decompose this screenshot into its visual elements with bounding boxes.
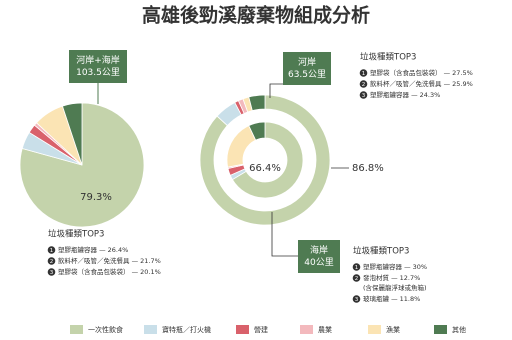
rank-number: 2 — [355, 276, 359, 282]
rank-badge — [352, 295, 361, 303]
legend-swatch — [236, 325, 249, 334]
top3-title: 垃圾種類TOP3 — [360, 52, 416, 63]
top3-item: 飲料杯／吸管／免洗餐具 — 21.7% — [58, 256, 161, 265]
rank-badge — [359, 91, 368, 99]
legend-label: 營建 — [254, 325, 268, 334]
callout-text: 103.5公里 — [76, 67, 120, 78]
rank-badge — [352, 263, 361, 271]
rank-number: 2 — [50, 259, 54, 265]
top3-title: 垃圾種類TOP3 — [48, 229, 104, 240]
top3-item: 塑膠瓶罐容器 — 24.3% — [370, 90, 440, 99]
rank-number: 3 — [362, 93, 366, 99]
rank-number: 1 — [355, 265, 359, 271]
value-label: 86.8% — [352, 163, 384, 174]
legend-swatch — [300, 325, 313, 334]
callout-text: 河岸+海岸 — [76, 54, 120, 66]
top3-note: (含保麗龍浮球或魚箱) — [363, 283, 427, 292]
callout-box — [69, 50, 127, 83]
slice — [231, 121, 304, 199]
slice — [199, 94, 331, 226]
rank-badge — [47, 268, 56, 276]
top3-title: 垃圾種類TOP3 — [353, 246, 409, 257]
legend-swatch — [368, 325, 381, 334]
legend-label: 漁業 — [386, 325, 400, 334]
legend-label: 其他 — [452, 325, 466, 334]
rank-number: 3 — [355, 297, 359, 303]
callout-text: 河岸 — [298, 56, 316, 68]
value-label: 66.4% — [249, 163, 281, 174]
rank-badge — [352, 274, 361, 282]
callout-line — [269, 83, 283, 98]
slice — [61, 102, 83, 166]
callout-line — [271, 212, 298, 257]
rank-badge — [47, 257, 56, 265]
rank-number: 3 — [50, 270, 54, 276]
legend-swatch — [434, 325, 447, 334]
rank-badge — [359, 69, 368, 77]
rank-number: 1 — [362, 71, 366, 77]
legend-label: 一次性飲食 — [88, 325, 123, 334]
legend-swatch — [70, 325, 83, 334]
value-label: 79.3% — [80, 192, 112, 203]
legend-swatch — [144, 325, 157, 334]
callout-text: 63.5公里 — [288, 69, 326, 80]
callout-box — [298, 240, 340, 273]
top3-item: 塑膠袋（含食品包裝袋） — 27.5% — [370, 68, 473, 77]
rank-badge — [359, 80, 368, 88]
legend-label: 寶特瓶／打火機 — [162, 325, 211, 334]
callout-text: 40公里 — [304, 257, 333, 268]
top3-item: 塑膠袋（含食品包裝袋） — 20.1% — [58, 267, 161, 276]
top3-item: 飲料杯／吸管／免洗餐具 — 25.9% — [370, 79, 473, 88]
callout-box — [283, 52, 331, 85]
rank-number: 1 — [50, 248, 54, 254]
top3-item: 塑膠瓶罐容器 — 30% — [363, 262, 427, 271]
top3-item: 發泡材質 — 12.7% — [363, 273, 420, 282]
page-title: 高雄後勁溪廢棄物組成分析 — [142, 4, 370, 27]
legend-label: 農業 — [318, 325, 332, 334]
rank-badge — [47, 246, 56, 254]
rank-number: 2 — [362, 82, 366, 88]
slice — [248, 94, 266, 112]
callout-text: 海岸 — [310, 244, 328, 256]
top3-item: 玻璃瓶罐 — 11.8% — [363, 294, 420, 303]
slice — [248, 121, 266, 141]
top3-item: 塑膠瓶罐容器 — 26.4% — [58, 245, 128, 254]
